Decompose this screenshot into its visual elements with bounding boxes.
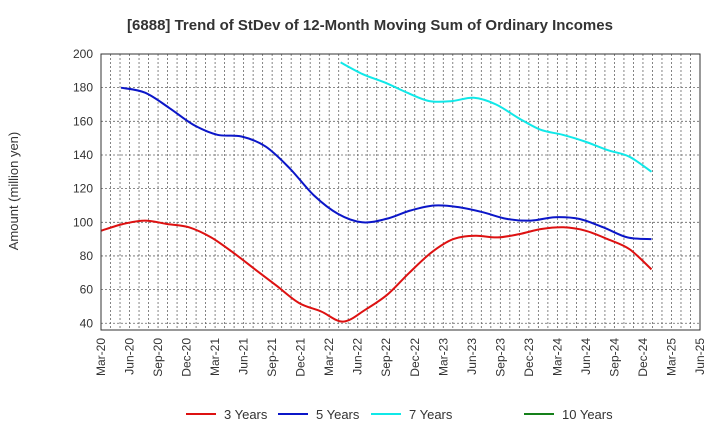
legend-label: 10 Years [562, 407, 613, 422]
x-tick-label: Jun-21 [237, 338, 251, 375]
x-tick-label: Dec-20 [180, 338, 194, 377]
y-axis-label: Amount (million yen) [6, 132, 21, 251]
x-tick-label: Dec-21 [294, 338, 308, 377]
y-tick-labels: 40 60 80 100 120 140 160 180 200 [73, 47, 93, 330]
x-tick-label: Sep-23 [493, 338, 507, 377]
x-tick-label: Jun-24 [579, 338, 593, 375]
x-tick-label: Mar-22 [322, 338, 336, 376]
x-tick-label: Sep-22 [379, 338, 393, 377]
x-tick-label: Jun-25 [693, 338, 707, 375]
x-tick-label: Mar-23 [436, 338, 450, 376]
series-line-5-years [120, 86, 652, 241]
y-tick-label: 200 [73, 47, 93, 61]
x-tick-label: Sep-21 [265, 338, 279, 377]
x-tick-label: Jun-20 [123, 338, 137, 375]
y-tick-label: 100 [73, 215, 93, 229]
y-tick-label: 80 [80, 249, 94, 263]
grid [100, 53, 701, 330]
x-tick-label: Sep-24 [607, 338, 621, 377]
x-tick-label: Mar-20 [94, 338, 108, 376]
y-tick-label: 120 [73, 182, 93, 196]
y-tick-label: 60 [80, 283, 94, 297]
series-line-3-years [100, 219, 653, 323]
y-tick-label: 40 [80, 316, 94, 330]
x-tick-labels: Mar-20 Jun-20 Sep-20 Dec-20 Mar-21 Jun-21 Sep-… [94, 338, 707, 377]
y-tick-label: 140 [73, 148, 93, 162]
legend-label: 3 Years [224, 407, 268, 422]
chart-title: [6888] Trend of StDev of 12-Month Moving… [127, 17, 613, 34]
x-tick-label: Jun-23 [465, 338, 479, 375]
legend-label: 5 Years [316, 407, 360, 422]
x-tick-label: Mar-24 [550, 338, 564, 376]
x-tick-label: Dec-23 [522, 338, 536, 377]
series-line-7-years [340, 61, 653, 173]
x-tick-label: Sep-20 [151, 338, 165, 377]
x-tick-label: Dec-22 [408, 338, 422, 377]
x-tick-label: Mar-21 [208, 338, 222, 376]
x-tick-label: Dec-24 [636, 338, 650, 377]
legend-label: 7 Years [409, 407, 453, 422]
x-tick-label: Mar-25 [664, 338, 678, 376]
plot-frame [100, 53, 701, 331]
legend: 3 Years 5 Years 7 Years 10 Years [186, 407, 613, 422]
y-tick-label: 180 [73, 81, 93, 95]
y-tick-label: 160 [73, 114, 93, 128]
series-lines [100, 61, 653, 323]
x-tick-label: Jun-22 [351, 338, 365, 375]
